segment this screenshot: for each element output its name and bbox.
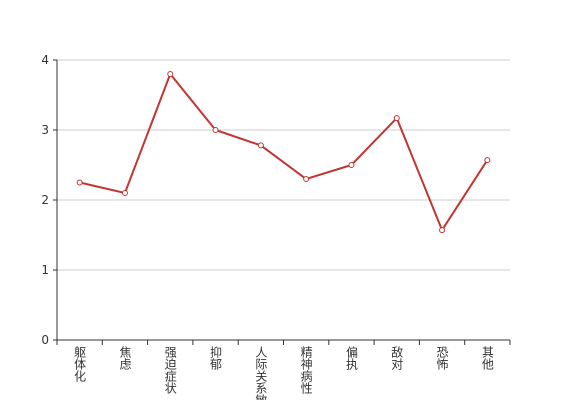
point xyxy=(257,142,264,149)
x-tick-label: 敌对 xyxy=(390,345,404,370)
point xyxy=(121,190,128,196)
y-tick-label: 2 xyxy=(41,193,49,207)
x-tick-label: 焦虑 xyxy=(118,346,132,370)
x-tick-label: 偏执 xyxy=(344,345,358,371)
y-tick-label: 4 xyxy=(41,53,49,67)
point xyxy=(212,127,219,133)
point xyxy=(393,115,400,122)
point xyxy=(303,176,310,182)
x-tick-label: 人际关系敏感 xyxy=(254,346,268,400)
y-tick-label: 0 xyxy=(41,333,49,347)
point xyxy=(484,157,491,164)
point xyxy=(167,71,174,77)
x-tick-label: 恐怖 xyxy=(435,346,449,370)
x-tick-label: 精神病性 xyxy=(299,346,313,395)
point xyxy=(76,179,83,186)
x-tick-label: 其他 xyxy=(480,346,494,370)
y-tick-label: 3 xyxy=(41,123,49,137)
line xyxy=(79,72,489,233)
y-tick-label: 1 xyxy=(41,263,49,277)
point xyxy=(348,162,355,168)
x-tick-label: 躯体化 xyxy=(73,345,87,383)
x-tick-label: 强迫症状 xyxy=(163,346,177,394)
point xyxy=(439,227,446,234)
x-tick-label: 抑郁 xyxy=(209,345,223,371)
